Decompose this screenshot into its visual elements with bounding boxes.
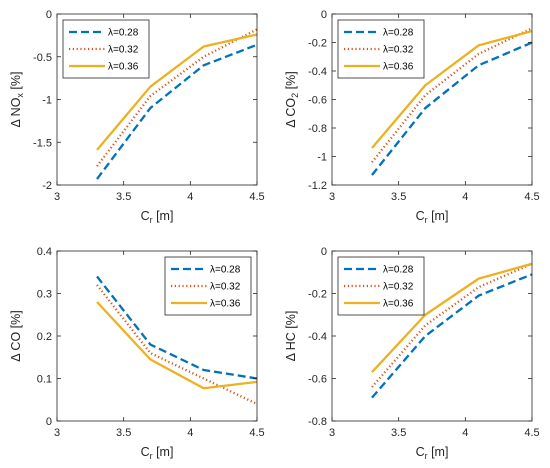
x-tick-label: 4	[462, 427, 468, 439]
legend-label-2: λ=0.32	[383, 282, 414, 293]
x-axis-label: Cr [m]	[416, 445, 449, 461]
x-tick-label: 4.5	[249, 427, 264, 439]
legend-label-1: λ=0.28	[210, 265, 241, 276]
y-tick-label: 0.1	[37, 374, 52, 386]
x-tick-label: 3	[329, 191, 335, 203]
y-tick-label: 0.2	[37, 331, 52, 343]
x-tick-label: 4	[187, 191, 193, 203]
series-line-3	[371, 29, 532, 149]
series-line-2	[96, 284, 257, 406]
y-tick-label: -1.2	[308, 180, 327, 192]
y-axis-label: Δ CO [%]	[9, 310, 23, 361]
y-tick-label: -0.4	[308, 331, 327, 343]
y-tick-label: -0.8	[308, 123, 327, 135]
x-tick-label: 4.5	[249, 191, 264, 203]
legend-label-3: λ=0.36	[210, 299, 241, 310]
series-line-1	[96, 43, 257, 180]
y-tick-label: -1.5	[33, 137, 52, 149]
y-tick-label: -0.5	[33, 52, 52, 64]
legend: λ=0.28 λ=0.32 λ=0.36	[337, 19, 425, 79]
legend: λ=0.28 λ=0.32 λ=0.36	[62, 19, 150, 79]
subplot-1: 3 3.5 4 4.5 0 -0.5 -1 -1.5 -2 Cr [m] Δ NOx [%] λ=0.…	[9, 9, 265, 225]
series-line-1	[96, 275, 257, 380]
x-tick-label: 3	[54, 191, 60, 203]
x-tick-label: 3.5	[116, 427, 131, 439]
x-tick-label: 4	[187, 427, 193, 439]
x-tick-label: 3	[54, 427, 60, 439]
series-line-2	[371, 27, 532, 163]
legend-label-1: λ=0.28	[108, 28, 139, 39]
y-axis-label: Δ HC [%]	[284, 311, 298, 362]
y-tick-label: -0.2	[308, 38, 327, 50]
legend-label-2: λ=0.32	[108, 45, 139, 56]
y-tick-label: 0.3	[37, 289, 52, 301]
legend: λ=0.28 λ=0.32 λ=0.36	[164, 256, 252, 316]
y-tick-label: -0.6	[308, 374, 327, 386]
legend-label-2: λ=0.32	[210, 282, 241, 293]
x-axis-label: Cr [m]	[416, 209, 449, 225]
x-tick-label: 3	[329, 427, 335, 439]
series-line-2	[371, 262, 532, 388]
y-tick-label: -1	[42, 95, 52, 107]
y-tick-label: -0.2	[308, 289, 327, 301]
y-tick-label: -1	[317, 152, 327, 164]
series-line-1	[371, 273, 532, 399]
y-tick-label: -2	[42, 180, 52, 192]
x-axis-label: Cr [m]	[141, 209, 174, 225]
y-axis-label: Δ NOx [%]	[9, 72, 25, 128]
subplot-2: 3 3.5 4 4.5 0 -0.2 -0.4 -0.6 -0.8 -1 -1.2 Cr [m] Δ C…	[284, 9, 540, 225]
series-line-3	[96, 301, 257, 390]
x-tick-label: 4.5	[524, 191, 539, 203]
legend-label-3: λ=0.36	[383, 62, 414, 73]
x-axis-label: Cr [m]	[141, 445, 174, 461]
legend-label-2: λ=0.32	[383, 45, 414, 56]
x-tick-label: 4	[462, 191, 468, 203]
legend-label-1: λ=0.28	[383, 265, 414, 276]
series-line-1	[371, 41, 532, 176]
legend-label-1: λ=0.28	[383, 28, 414, 39]
x-tick-label: 4.5	[524, 427, 539, 439]
x-tick-label: 3.5	[391, 191, 406, 203]
y-tick-label: -0.8	[308, 416, 327, 428]
y-tick-label: 0.4	[37, 246, 52, 258]
y-axis-label: Δ CO2 [%]	[284, 71, 300, 127]
y-tick-label: 0	[321, 246, 327, 258]
subplot-4: 3 3.5 4 4.5 0 -0.2 -0.4 -0.6 -0.8 Cr [m] Δ HC [%] λ…	[284, 246, 540, 461]
legend-label-3: λ=0.36	[383, 299, 414, 310]
y-tick-label: 0	[46, 416, 52, 428]
x-tick-label: 3.5	[116, 191, 131, 203]
x-tick-label: 3.5	[391, 427, 406, 439]
y-tick-label: -0.4	[308, 66, 327, 78]
legend: λ=0.28 λ=0.32 λ=0.36	[337, 256, 425, 316]
y-tick-label: 0	[46, 9, 52, 21]
y-tick-label: 0	[321, 9, 327, 21]
legend-label-3: λ=0.36	[108, 62, 139, 73]
series-line-3	[371, 262, 532, 373]
subplot-3: 3 3.5 4 4.5 0 0.1 0.2 0.3 0.4 Cr [m] Δ CO [%] λ=0.2…	[9, 246, 265, 461]
y-tick-label: -0.6	[308, 95, 327, 107]
series-line-3	[96, 33, 257, 151]
